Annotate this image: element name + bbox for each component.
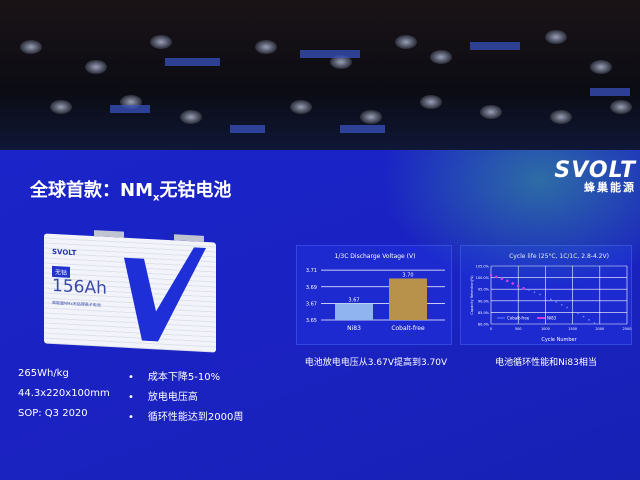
data-point-cobalt-free	[571, 309, 574, 312]
stage-light	[180, 110, 202, 124]
data-point-cobalt-free	[549, 298, 552, 301]
stage-light	[290, 100, 312, 114]
data-point-cobalt-free	[500, 278, 503, 280]
data-point-ni83	[522, 287, 525, 290]
y-tick-label: 80.0%	[478, 323, 490, 327]
stage-light	[420, 95, 442, 109]
cycle-life-chart: Cycle life (25°C, 1C/1C, 2.8-4.2V) 80.0% 8…	[460, 245, 632, 345]
stage-screen	[165, 58, 220, 66]
legend-label: Ni83	[547, 316, 557, 321]
stage-screen	[470, 42, 520, 50]
battery-image: SVOLT 无钴 156Ah 高能量NMx无钴锂离子电池	[44, 230, 216, 353]
data-point-cobalt-free	[517, 284, 520, 287]
stage-light	[395, 35, 417, 49]
data-point-cobalt-free	[566, 306, 569, 309]
data-point-cobalt-free	[588, 318, 590, 321]
x-tick-label: 2000	[595, 327, 604, 331]
y-tick-label: 90.0%	[478, 299, 490, 303]
presentation-slide: SVOLT 蜂巢能源 全球首款：NMx无钴电池 SVOLT 无钴 156Ah 高…	[0, 150, 640, 480]
voltage-caption: 电池放电电压从3.67V提高到3.70V	[304, 358, 448, 368]
data-point-cobalt-free	[528, 288, 530, 291]
data-point-cobalt-free	[560, 303, 563, 306]
stage-screen	[230, 125, 265, 133]
x-tick-label: 0	[490, 327, 492, 331]
data-point-cobalt-free	[577, 312, 579, 315]
slide-title: 全球首款：NMx无钴电池	[30, 180, 232, 204]
stage-light	[85, 60, 107, 74]
data-point-cobalt-free	[533, 291, 536, 294]
x-tick-label: 1500	[568, 327, 577, 331]
svolt-logo: SVOLT 蜂巢能源	[554, 158, 636, 194]
stage-light	[610, 100, 632, 114]
stage-light	[550, 110, 572, 124]
x-tick-label: 1000	[541, 327, 550, 331]
data-label: 3.67	[348, 297, 359, 303]
stage-light	[330, 55, 352, 69]
y-tick-label: 3.69	[306, 285, 317, 291]
data-point-ni83	[511, 282, 515, 285]
data-point-cobalt-free	[506, 280, 509, 282]
y-tick-label: 100.0%	[476, 276, 490, 280]
y-tick-label: 3.65	[306, 318, 317, 324]
data-point-cobalt-free	[544, 296, 547, 298]
data-point-ni83	[506, 279, 509, 283]
bar-cobalt-free	[389, 278, 427, 320]
y-tick-label: 105.0%	[476, 265, 490, 269]
data-point-cobalt-free	[582, 315, 585, 318]
cycle-caption: 电池循环性能和Ni83相当	[495, 358, 597, 368]
bullet-item: • 循环性能达到2000周	[128, 412, 244, 423]
spec-sop: SOP: Q3 2020	[18, 408, 88, 419]
chart-title: 1/3C Discharge Voltage (V)	[335, 253, 416, 260]
stage-light	[50, 100, 72, 114]
bar-ni83	[335, 303, 373, 320]
x-tick-label: Cobalt-free	[391, 325, 425, 332]
stage-screen	[300, 50, 360, 58]
x-tick-label: 2500	[623, 327, 632, 331]
y-tick-label: 85.0%	[478, 311, 490, 315]
data-point-ni83	[516, 284, 520, 288]
stage-light	[480, 105, 502, 119]
data-point-cobalt-free	[490, 274, 492, 277]
spec-dimensions: 44.3x220x100mm	[18, 388, 110, 399]
data-point-ni83	[495, 275, 498, 279]
data-point-ni83	[489, 273, 493, 277]
stage-light	[150, 35, 172, 49]
stage-screen	[110, 105, 150, 113]
data-point-ni83	[500, 277, 504, 281]
y-tick-label: 95.0%	[478, 288, 490, 292]
data-point-cobalt-free	[495, 276, 498, 279]
stage-light	[20, 40, 42, 54]
v-logo	[124, 247, 206, 342]
x-axis-label: Cycle Number	[541, 337, 577, 343]
data-point-cobalt-free	[539, 293, 541, 296]
spec-energy-density: 265Wh/kg	[18, 368, 69, 379]
chart-title: Cycle life (25°C, 1C/1C, 2.8-4.2V)	[509, 253, 609, 260]
stage-light	[360, 110, 382, 124]
bullet-item: • 成本下降5-10%	[128, 372, 221, 383]
x-tick-label: 500	[515, 327, 522, 331]
stage-screen	[590, 88, 630, 96]
stage-light	[255, 40, 277, 54]
data-point-cobalt-free	[511, 282, 514, 285]
stage-background	[0, 0, 640, 155]
x-tick-label: Ni83	[347, 325, 361, 332]
voltage-bar-chart: 1/3C Discharge Voltage (V) 3.65 3.67 3.69 3.…	[296, 245, 452, 345]
stage-light	[430, 50, 452, 64]
stage-screen	[340, 125, 385, 133]
data-point-cobalt-free	[593, 322, 596, 324]
y-tick-label: 3.67	[306, 301, 317, 307]
y-axis-label: Capacity Retention(%)	[470, 275, 474, 315]
stage-light	[590, 60, 612, 74]
y-tick-label: 3.71	[306, 268, 317, 274]
bullet-item: • 放电电压高	[128, 392, 198, 403]
stage-light	[545, 30, 567, 44]
data-point-cobalt-free	[522, 286, 525, 289]
legend-label: Cobalt-free	[507, 316, 530, 321]
data-label: 3.70	[402, 272, 413, 278]
data-point-cobalt-free	[555, 301, 558, 303]
